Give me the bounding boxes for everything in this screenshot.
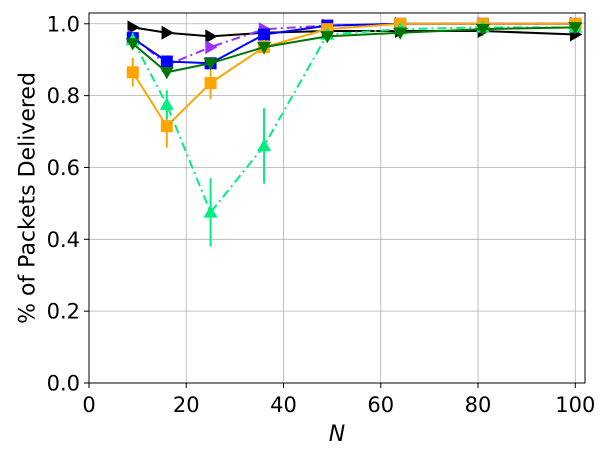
data-point [205, 40, 218, 55]
x-axis-label: N [329, 422, 345, 447]
data-point [257, 138, 272, 152]
y-tick-label: 1.0 [47, 12, 80, 36]
y-tick-label: 0.8 [47, 84, 80, 108]
data-point [126, 66, 139, 79]
series-layer [125, 16, 583, 247]
y-tick-label: 0.0 [47, 372, 80, 396]
series-line [132, 26, 576, 74]
x-tick-label: 0 [82, 393, 95, 417]
data-point [204, 77, 217, 90]
data-point [203, 58, 218, 71]
data-point [160, 55, 173, 68]
x-tick-label: 40 [270, 393, 297, 417]
data-point [257, 41, 272, 55]
data-point [203, 205, 218, 218]
x-tick-label: 60 [367, 393, 394, 417]
data-point [160, 120, 173, 133]
data-point [205, 29, 218, 44]
axis-ticks: 0 20 40 60 80 100 0.0 0.2 0.4 0.6 0.8 1.0 [47, 12, 596, 417]
series-5 [125, 20, 583, 247]
data-point [127, 20, 140, 35]
data-point [159, 97, 174, 110]
series-4 [126, 17, 582, 148]
series-line [131, 22, 576, 128]
x-tick-label: 20 [173, 393, 200, 417]
series-line [132, 26, 576, 38]
data-point [125, 38, 140, 51]
series-6 [125, 22, 583, 80]
y-tick-label: 0.4 [47, 228, 80, 252]
data-point [159, 67, 174, 80]
data-point [320, 31, 335, 44]
data-point [393, 27, 408, 40]
series-line [132, 22, 576, 65]
data-point [568, 22, 583, 35]
y-tick-label: 0.6 [47, 156, 80, 180]
data-point [258, 28, 271, 41]
x-tick-label: 100 [555, 393, 595, 417]
series-line [131, 26, 576, 215]
plot-frame [88, 12, 586, 384]
data-point [475, 23, 490, 37]
series-3 [126, 17, 582, 70]
y-axis-label: % of Packets Delivered [16, 72, 41, 324]
x-tick-label: 80 [465, 393, 492, 417]
data-point [161, 25, 174, 40]
y-tick-label: 0.2 [47, 300, 80, 324]
